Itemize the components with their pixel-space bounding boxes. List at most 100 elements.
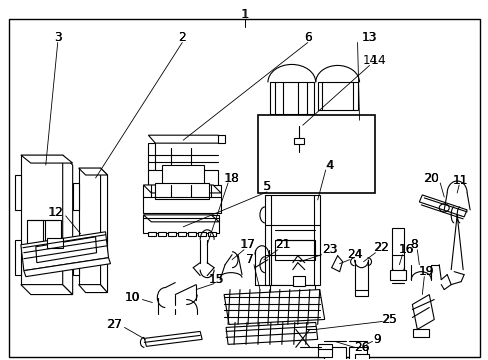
Text: 22: 22: [373, 241, 388, 254]
Bar: [323, 347, 345, 360]
Polygon shape: [21, 232, 108, 271]
Text: 19: 19: [418, 265, 433, 278]
Text: 13: 13: [361, 31, 376, 44]
Text: 16: 16: [398, 243, 413, 256]
Text: 5: 5: [263, 180, 270, 193]
Text: 2: 2: [178, 31, 186, 44]
Text: 21: 21: [275, 238, 290, 251]
Bar: [392, 228, 404, 273]
Polygon shape: [36, 237, 96, 263]
Polygon shape: [21, 285, 73, 294]
Text: 17: 17: [240, 238, 255, 251]
Bar: [269, 82, 313, 114]
Polygon shape: [143, 185, 221, 193]
Bar: [188, 232, 196, 236]
Polygon shape: [62, 155, 73, 294]
Bar: [178, 232, 186, 236]
Bar: [317, 82, 357, 110]
Text: 4: 4: [325, 158, 333, 172]
Text: 1: 1: [241, 8, 248, 21]
Bar: [208, 232, 216, 236]
Text: 6: 6: [303, 31, 311, 44]
Text: 10: 10: [124, 291, 140, 304]
Text: 7: 7: [245, 253, 253, 266]
Text: 25: 25: [381, 313, 397, 326]
Text: 23: 23: [321, 243, 337, 256]
Bar: [258, 115, 375, 193]
Polygon shape: [264, 195, 319, 285]
Text: 1: 1: [241, 8, 248, 21]
Text: 25: 25: [381, 313, 396, 326]
Text: 23: 23: [322, 243, 336, 256]
Text: 24: 24: [346, 248, 362, 261]
Bar: [158, 232, 166, 236]
Text: 27: 27: [106, 318, 122, 331]
Text: 27: 27: [107, 318, 122, 331]
Text: 15: 15: [208, 273, 223, 286]
Text: 20: 20: [423, 171, 438, 185]
Polygon shape: [73, 183, 79, 210]
Text: 7: 7: [246, 253, 253, 266]
Bar: [354, 289, 367, 296]
Text: 19: 19: [418, 265, 433, 278]
Polygon shape: [24, 258, 110, 276]
Bar: [269, 285, 314, 294]
Text: 3: 3: [54, 31, 61, 44]
Text: 9: 9: [373, 333, 381, 346]
Bar: [27, 220, 42, 245]
Bar: [317, 347, 331, 357]
Text: 14: 14: [362, 54, 377, 67]
Text: 2: 2: [178, 31, 185, 44]
Text: 13: 13: [361, 31, 377, 44]
Polygon shape: [79, 285, 107, 293]
Bar: [389, 270, 406, 280]
Text: 5: 5: [263, 180, 270, 193]
Text: 16: 16: [398, 243, 413, 256]
Text: 20: 20: [423, 171, 438, 185]
Bar: [148, 232, 156, 236]
Text: 24: 24: [346, 248, 361, 261]
Text: 6: 6: [304, 31, 311, 44]
Polygon shape: [144, 332, 202, 346]
Bar: [412, 329, 428, 337]
Polygon shape: [411, 294, 433, 329]
Polygon shape: [101, 168, 107, 293]
Polygon shape: [73, 245, 79, 275]
Text: 18: 18: [224, 171, 239, 185]
Text: 9: 9: [373, 333, 381, 346]
Polygon shape: [224, 289, 324, 324]
Bar: [143, 185, 221, 213]
Text: 26: 26: [353, 341, 368, 354]
Polygon shape: [15, 240, 21, 275]
Polygon shape: [21, 155, 73, 163]
Bar: [168, 232, 176, 236]
Bar: [162, 165, 203, 185]
Polygon shape: [218, 135, 224, 143]
Bar: [348, 347, 366, 360]
Text: 12: 12: [48, 206, 63, 219]
Polygon shape: [225, 323, 317, 345]
Text: 21: 21: [274, 238, 290, 251]
Bar: [317, 345, 331, 349]
Polygon shape: [143, 215, 219, 222]
Polygon shape: [148, 135, 224, 143]
Text: 10: 10: [125, 291, 140, 304]
Polygon shape: [79, 168, 107, 175]
Text: 11: 11: [451, 174, 467, 186]
Bar: [198, 232, 206, 236]
Polygon shape: [148, 143, 155, 170]
Text: 11: 11: [452, 174, 467, 186]
Bar: [274, 240, 314, 260]
Text: 26: 26: [353, 341, 368, 354]
Bar: [143, 215, 219, 233]
Polygon shape: [79, 168, 101, 285]
Polygon shape: [21, 155, 62, 285]
Bar: [293, 138, 303, 144]
Text: 12: 12: [48, 206, 63, 219]
Bar: [45, 220, 61, 245]
Text: 4: 4: [325, 158, 333, 172]
Text: 8: 8: [409, 238, 418, 251]
Bar: [292, 276, 304, 285]
Text: 8: 8: [410, 238, 417, 251]
Bar: [47, 238, 62, 248]
